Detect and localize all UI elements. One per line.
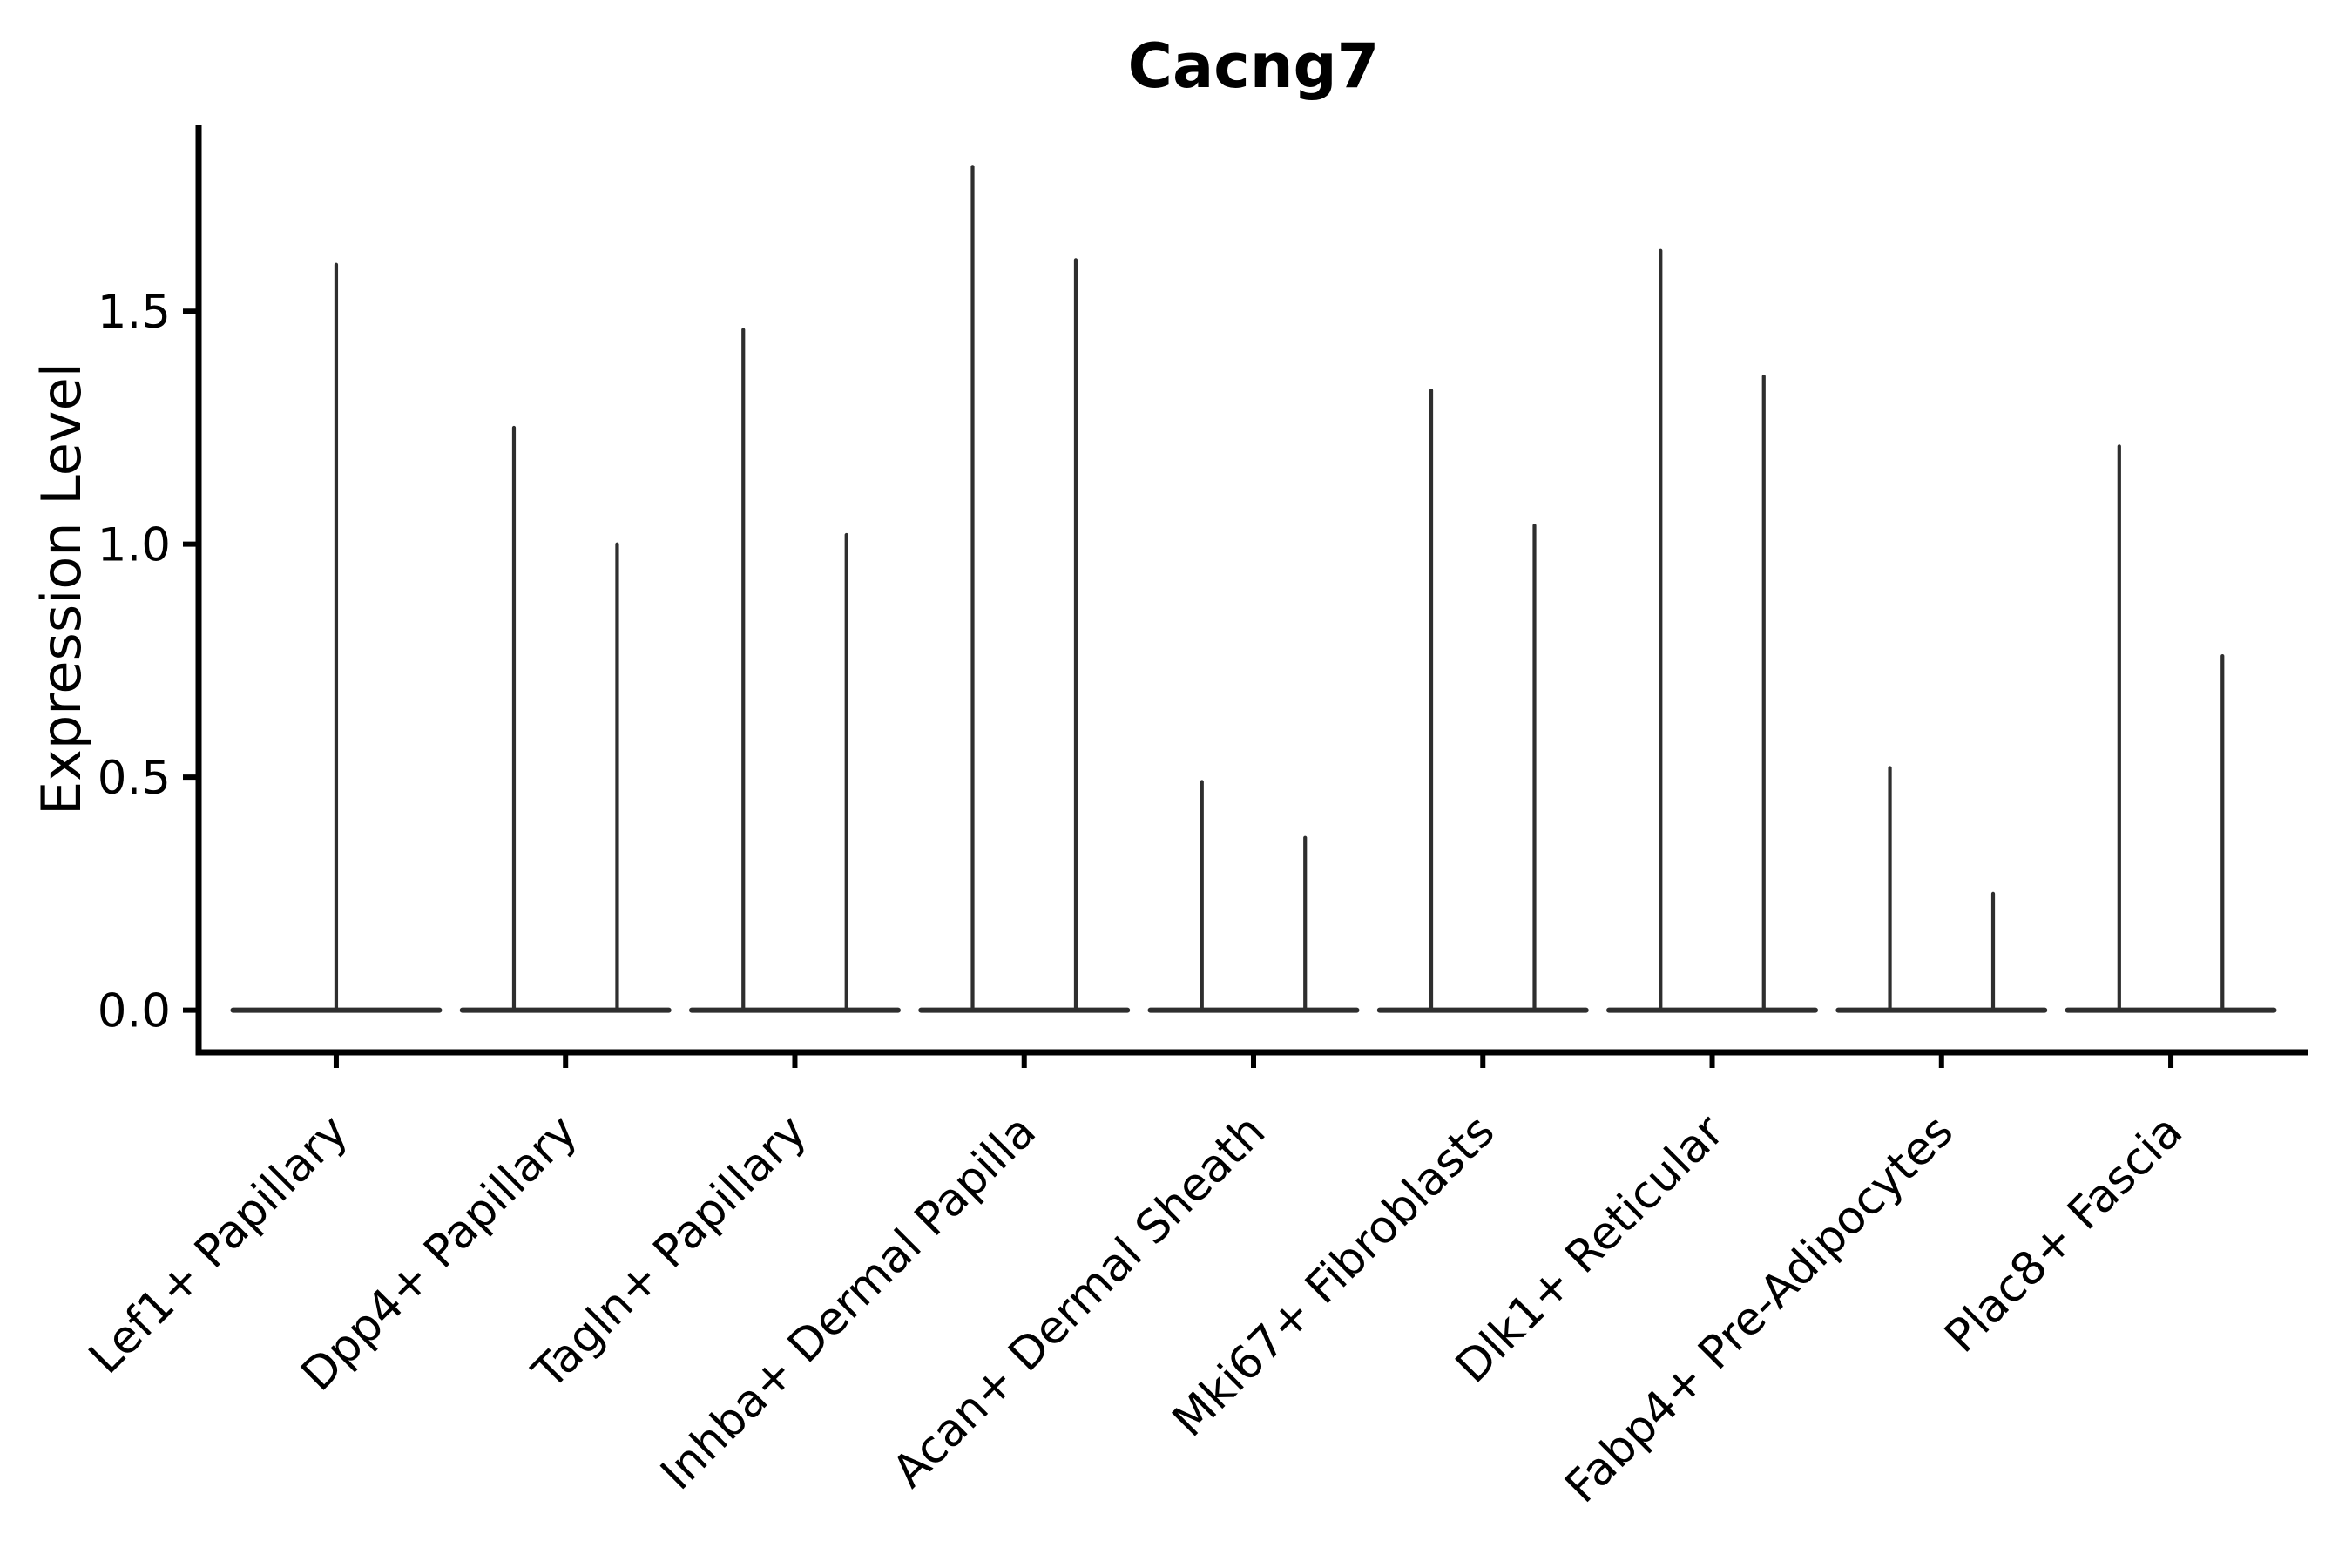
x-tick-label: Fabp4+ Pre-Adipocytes — [1556, 1105, 1963, 1513]
x-tick-label: Acan+ Dermal Sheath — [883, 1105, 1276, 1498]
axis-spines — [195, 125, 2308, 1056]
y-tick-label: 1.0 — [98, 519, 171, 572]
chart-title: Cacng7 — [1128, 30, 1380, 102]
y-tick-label: 1.5 — [98, 286, 171, 339]
x-tick-label: Plac8+ Fascia — [1935, 1105, 2193, 1363]
x-tick-label: Inhba+ Dermal Papilla — [651, 1105, 1045, 1500]
y-tick-label: 0.5 — [98, 752, 171, 805]
y-axis-label: Expression Level — [30, 362, 93, 815]
y-tick-label: 0.0 — [98, 985, 171, 1038]
